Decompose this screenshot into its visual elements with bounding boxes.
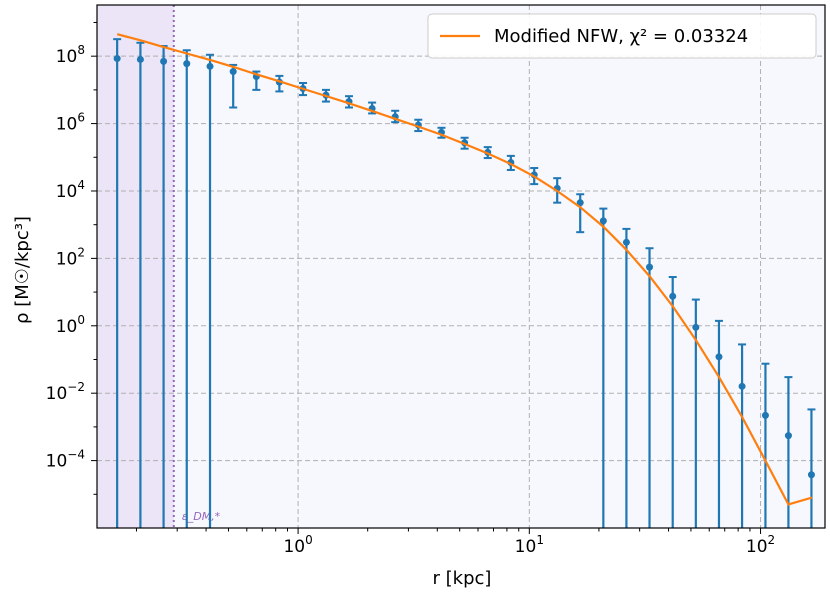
plot-area: ε_DM,*	[96, 4, 826, 529]
legend-label: Modified NFW, χ² = 0.03324	[494, 26, 748, 47]
y-axis: 10−4 10−2 100 102 104 106 108	[46, 21, 97, 495]
y-tick-label: 104	[56, 178, 85, 202]
x-tick-label: 100	[283, 533, 312, 557]
y-tick-label: 100	[56, 313, 85, 337]
x-axis: 100 101 102	[135, 528, 775, 557]
data-point	[692, 323, 700, 331]
data-point	[669, 292, 677, 300]
y-tick-label: 102	[56, 245, 85, 269]
data-point	[160, 57, 168, 65]
data-point	[784, 432, 792, 440]
data-point	[576, 199, 584, 207]
data-point	[206, 62, 214, 70]
errorbar-group	[113, 38, 816, 528]
data-point	[761, 411, 769, 419]
y-tick-label: 108	[56, 43, 85, 67]
x-axis-label: r [kpc]	[433, 568, 492, 589]
y-axis-label: ρ [M☉/kpc³]	[12, 216, 33, 324]
legend: Modified NFW, χ² = 0.03324	[427, 13, 817, 59]
x-tick-label: 102	[746, 533, 775, 557]
data-point	[646, 263, 654, 271]
data-point	[113, 55, 121, 63]
legend-box	[427, 13, 817, 59]
x-tick-label: 101	[515, 533, 544, 557]
data-point	[183, 60, 191, 68]
data-point	[807, 471, 815, 479]
data-point	[229, 68, 237, 76]
plot-background	[97, 5, 825, 528]
data-point	[622, 238, 630, 246]
y-tick-label: 10−2	[46, 380, 85, 404]
data-point	[136, 55, 144, 63]
data-point	[738, 382, 746, 390]
plot-frame	[96, 4, 826, 529]
data-point	[599, 217, 607, 225]
data-point	[715, 353, 723, 361]
shaded-region	[97, 5, 174, 528]
y-tick-label: 106	[56, 111, 85, 135]
fit-line	[116, 33, 813, 506]
y-tick-label: 10−4	[46, 448, 85, 472]
